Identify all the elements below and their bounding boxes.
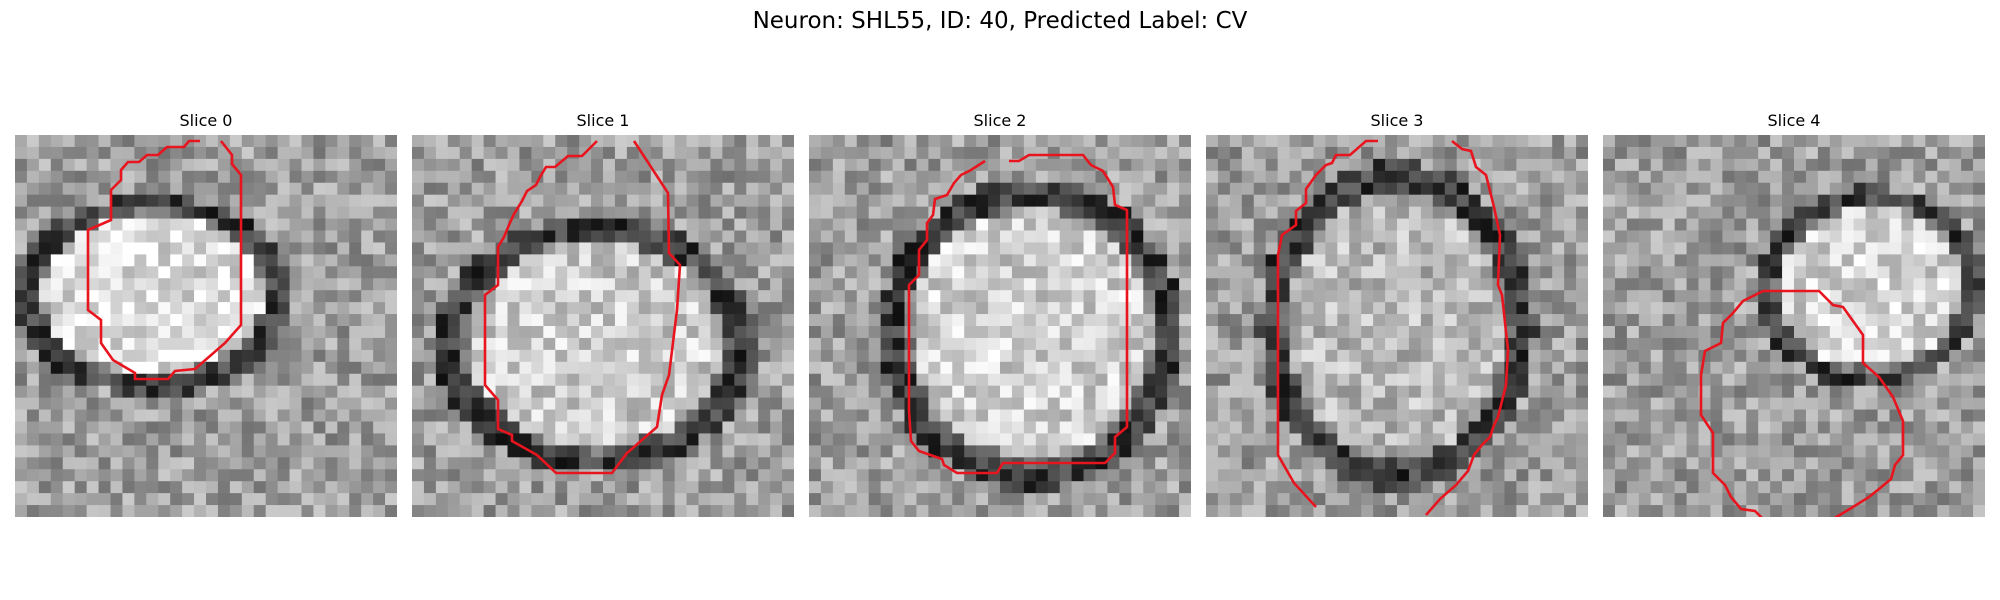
mask-contour-4b bbox=[1699, 289, 1764, 517]
slice-title-0: Slice 0 bbox=[179, 111, 233, 130]
slice-panel-3: Slice 3 bbox=[1206, 110, 1588, 517]
slice-image-4 bbox=[1603, 135, 1985, 517]
slice-image-1 bbox=[412, 135, 794, 517]
mask-contour-3 bbox=[1276, 139, 1378, 508]
slice-image-2 bbox=[809, 135, 1191, 517]
mask-contour-3b bbox=[1425, 139, 1510, 516]
mask-contour-1 bbox=[483, 140, 682, 475]
figure-title: Neuron: SHL55, ID: 40, Predicted Label: … bbox=[752, 8, 1248, 34]
slice-title-3: Slice 3 bbox=[1370, 111, 1424, 130]
mask-contour-4 bbox=[1763, 289, 1905, 517]
slice-panel-0: Slice 0 bbox=[15, 110, 397, 517]
slice-title-2: Slice 2 bbox=[973, 111, 1027, 130]
slice-image-3 bbox=[1206, 135, 1588, 517]
slice-image-0 bbox=[15, 135, 397, 517]
slice-title-4: Slice 4 bbox=[1767, 111, 1821, 130]
slice-panel-1: Slice 1 bbox=[412, 110, 794, 517]
mask-contour-2 bbox=[907, 153, 1129, 475]
mask-contour-0 bbox=[86, 139, 243, 381]
slice-panel-2: Slice 2 bbox=[809, 110, 1191, 517]
slice-panel-4: Slice 4 bbox=[1603, 110, 1985, 517]
slice-title-1: Slice 1 bbox=[576, 111, 630, 130]
